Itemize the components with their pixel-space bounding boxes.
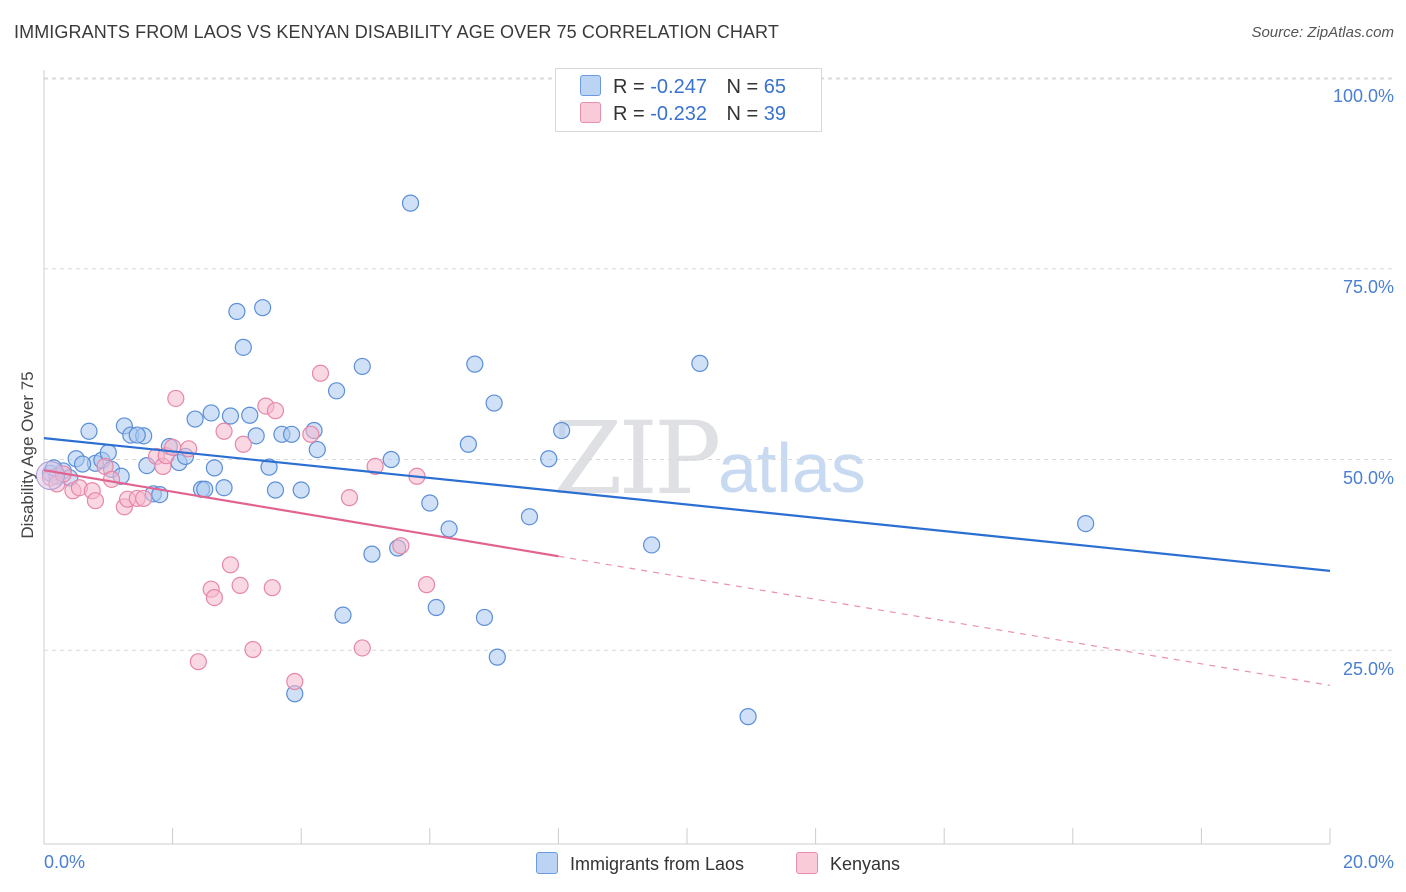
data-point-laos xyxy=(80,422,98,440)
legend-label-laos: Immigrants from Laos xyxy=(570,854,745,874)
data-point-kenyans xyxy=(417,576,436,594)
data-point-kenyans xyxy=(266,402,285,420)
watermark-zip: ZIP xyxy=(553,400,721,517)
data-point-laos xyxy=(643,536,661,554)
data-point-laos xyxy=(488,648,506,666)
r-label: R = xyxy=(613,76,645,98)
trend-line-extension-kenyans xyxy=(558,555,1331,686)
data-point-kenyans xyxy=(366,457,384,475)
legend-item-kenyans: Kenyans xyxy=(796,852,900,875)
data-point-kenyans xyxy=(215,422,233,440)
data-point-kenyans xyxy=(286,672,304,691)
data-point-kenyans xyxy=(167,389,185,408)
data-point-kenyans xyxy=(234,435,252,453)
data-point-laos xyxy=(292,481,310,499)
kenyans-legend-swatch xyxy=(796,852,818,874)
y-tick-label-50: 50.0% xyxy=(1342,468,1394,488)
data-point-kenyans xyxy=(189,653,207,671)
data-point-laos xyxy=(254,299,272,317)
stats-legend-row-kenyans: R = -0.232 N = 39 xyxy=(580,102,786,126)
data-point-kenyans xyxy=(244,640,262,659)
trend-line-kenyans xyxy=(43,469,559,558)
laos-swatch xyxy=(580,75,601,96)
data-point-laos xyxy=(221,407,240,425)
data-point-laos xyxy=(186,410,204,428)
data-point-laos xyxy=(334,606,352,624)
data-point-laos xyxy=(1077,514,1095,533)
data-point-laos xyxy=(691,354,709,372)
data-point-laos xyxy=(363,545,381,563)
data-point-kenyans xyxy=(205,589,223,607)
data-point-laos xyxy=(353,357,371,376)
x-tick-label-20: 20.0% xyxy=(1342,852,1394,872)
data-point-laos xyxy=(247,427,265,445)
y-axis-label: Disability Age Over 75 xyxy=(18,371,37,539)
watermark-atlas: atlas xyxy=(718,429,866,507)
data-point-cluster xyxy=(35,460,66,491)
y-tick-label-25: 25.0% xyxy=(1342,659,1394,679)
data-point-kenyans xyxy=(86,492,105,510)
n-label: N = xyxy=(726,76,759,98)
data-point-laos xyxy=(308,440,326,459)
data-point-laos xyxy=(196,480,214,498)
data-point-kenyans xyxy=(311,364,330,382)
n-value: 65 xyxy=(763,76,787,98)
data-point-laos xyxy=(459,435,477,453)
data-point-laos xyxy=(520,508,539,526)
laos-legend-swatch xyxy=(536,852,558,874)
data-point-laos xyxy=(234,338,252,356)
data-point-laos xyxy=(282,425,301,443)
data-point-kenyans xyxy=(231,576,249,594)
data-point-laos xyxy=(440,520,458,538)
kenyans-swatch xyxy=(580,102,601,123)
data-point-laos xyxy=(128,426,146,444)
data-point-kenyans xyxy=(263,579,281,597)
trend-line-laos xyxy=(43,437,1331,572)
data-point-laos xyxy=(266,481,285,499)
y-tick-label-100: 100.0% xyxy=(1332,86,1394,106)
data-point-kenyans xyxy=(340,489,359,507)
y-tick-label-75: 75.0% xyxy=(1342,277,1394,297)
r-value: -0.232 xyxy=(650,103,707,125)
data-point-laos xyxy=(205,459,223,477)
source-label: Source: ZipAtlas.com xyxy=(1251,24,1394,41)
data-point-laos xyxy=(739,708,757,726)
n-label: N = xyxy=(726,103,759,125)
data-point-kenyans xyxy=(353,639,371,657)
data-point-kenyans xyxy=(392,537,410,555)
stats-legend: R = -0.247 N = 65 R = -0.232 N = 39 xyxy=(555,68,822,132)
r-value: -0.247 xyxy=(650,76,707,98)
data-point-laos xyxy=(421,494,439,512)
data-point-laos xyxy=(466,355,484,373)
legend-label-kenyans: Kenyans xyxy=(830,854,901,874)
data-point-laos xyxy=(202,404,220,422)
data-point-laos xyxy=(228,302,246,321)
data-point-kenyans xyxy=(221,556,240,574)
data-point-laos xyxy=(553,421,571,440)
data-point-laos xyxy=(241,406,259,424)
n-value: 39 xyxy=(763,103,787,125)
data-point-laos xyxy=(485,394,503,412)
legend-item-laos: Immigrants from Laos xyxy=(536,852,744,875)
data-point-laos xyxy=(260,458,278,476)
data-point-laos xyxy=(427,598,445,617)
x-tick-label-0: 0.0% xyxy=(44,852,86,872)
data-point-laos xyxy=(382,450,400,469)
data-point-kenyans xyxy=(135,489,153,508)
data-point-laos xyxy=(401,194,420,212)
data-point-kenyans xyxy=(102,470,121,488)
data-point-kenyans xyxy=(302,425,320,443)
r-label: R = xyxy=(613,103,645,125)
data-point-laos xyxy=(73,455,92,473)
data-point-laos xyxy=(215,479,233,497)
data-point-laos xyxy=(475,608,494,627)
chart-title: IMMIGRANTS FROM LAOS VS KENYAN DISABILIT… xyxy=(14,22,779,42)
stats-legend-row-laos: R = -0.247 N = 65 xyxy=(580,75,786,99)
data-point-laos xyxy=(327,382,346,400)
data-point-laos xyxy=(540,450,558,468)
